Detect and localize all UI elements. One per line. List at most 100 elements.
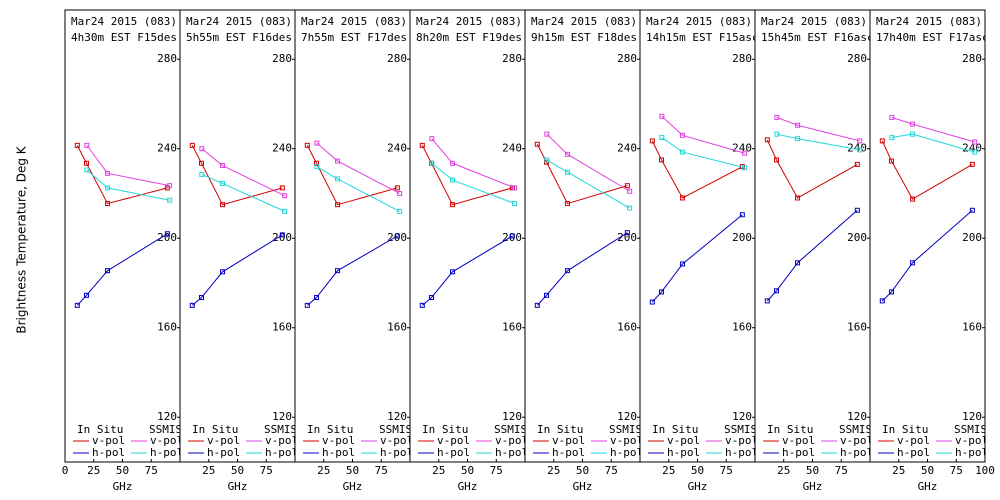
series-line xyxy=(86,145,170,187)
point-marker xyxy=(565,151,571,157)
point-marker xyxy=(889,158,895,164)
legend-label: h-pol xyxy=(725,446,758,459)
point-marker xyxy=(742,165,748,171)
legend-label: h-pol xyxy=(495,446,528,459)
point-marker xyxy=(220,269,226,275)
legend-label: h-pol xyxy=(207,446,240,459)
series-line xyxy=(891,133,975,153)
point-marker xyxy=(84,292,90,298)
legend-label: h-pol xyxy=(840,446,873,459)
y-tick-label: 240 xyxy=(272,142,292,155)
point-marker xyxy=(105,268,111,274)
point-marker xyxy=(889,135,895,141)
series-line xyxy=(191,234,283,306)
y-tick-label: 160 xyxy=(272,321,292,334)
legend-label: v-pol xyxy=(92,434,125,447)
panel-title: Mar24 2015 (083) xyxy=(416,15,522,28)
panel-title: Mar24 2015 (083) xyxy=(301,15,407,28)
legend-title: SSMIS xyxy=(839,423,872,436)
point-marker xyxy=(854,207,860,213)
point-marker xyxy=(279,232,285,238)
point-marker xyxy=(565,268,571,274)
point-marker xyxy=(910,196,916,202)
series-line xyxy=(306,145,398,206)
point-marker xyxy=(680,195,686,201)
point-marker xyxy=(84,167,90,173)
panel: Mar24 2015 (083) 9h15m EST F18des 120 160 20… xyxy=(531,15,643,459)
point-marker xyxy=(314,295,320,301)
legend-label: h-pol xyxy=(552,446,585,459)
point-marker xyxy=(220,202,226,208)
legend-label: h-pol xyxy=(322,446,355,459)
series-line xyxy=(316,142,400,194)
point-marker xyxy=(972,149,978,155)
x-tick-label: 25 xyxy=(777,464,790,477)
legend-label: h-pol xyxy=(92,446,125,459)
point-marker xyxy=(565,201,571,207)
x-tick-label: 0 xyxy=(62,464,69,477)
x-tick-label: 25 xyxy=(547,464,560,477)
x-tick-label: 75 xyxy=(720,464,733,477)
x-tick-label: 50 xyxy=(346,464,359,477)
point-marker xyxy=(512,185,518,191)
legend-label: v-pol xyxy=(322,434,355,447)
legend-title: SSMIS xyxy=(264,423,297,436)
series-line xyxy=(546,133,630,192)
legend-label: v-pol xyxy=(495,434,528,447)
panel-subtitle: 5h55m EST F16des xyxy=(186,31,292,44)
x-axis-label: GHz xyxy=(343,480,363,493)
point-marker xyxy=(282,208,288,214)
y-tick-label: 160 xyxy=(732,321,752,334)
y-tick-label: 280 xyxy=(502,52,522,65)
legend-label: h-pol xyxy=(380,446,413,459)
panel-subtitle: 9h15m EST F18des xyxy=(531,31,637,44)
legend-label: v-pol xyxy=(610,434,643,447)
point-marker xyxy=(199,171,205,177)
point-marker xyxy=(282,193,288,199)
panel-title: Mar24 2015 (083) xyxy=(71,15,177,28)
point-marker xyxy=(167,197,173,203)
y-tick-label: 240 xyxy=(962,142,982,155)
point-marker xyxy=(969,207,975,213)
point-marker xyxy=(314,164,320,170)
legend-label: v-pol xyxy=(782,434,815,447)
panel-subtitle: 15h45m EST F16asc xyxy=(761,31,874,44)
point-marker xyxy=(450,202,456,208)
point-marker xyxy=(105,170,111,176)
point-marker xyxy=(397,208,403,214)
point-marker xyxy=(795,195,801,201)
legend-label: h-pol xyxy=(265,446,298,459)
point-marker xyxy=(304,142,310,148)
legend-title: SSMIS xyxy=(724,423,757,436)
legend-title: SSMIS xyxy=(379,423,412,436)
legend-title: SSMIS xyxy=(149,423,182,436)
point-marker xyxy=(659,135,665,141)
point-marker xyxy=(739,212,745,218)
x-tick-label: 50 xyxy=(116,464,129,477)
y-tick-label: 120 xyxy=(847,410,867,423)
point-marker xyxy=(429,295,435,301)
panel-subtitle: 4h30m EST F15des xyxy=(71,31,177,44)
legend-label: v-pol xyxy=(840,434,873,447)
point-marker xyxy=(774,114,780,120)
y-tick-label: 240 xyxy=(157,142,177,155)
series-line xyxy=(776,116,860,142)
series-line xyxy=(661,115,745,154)
x-tick-label: 50 xyxy=(461,464,474,477)
point-marker xyxy=(680,261,686,267)
point-marker xyxy=(857,147,863,153)
x-tick-label: 75 xyxy=(835,464,848,477)
series-line xyxy=(306,235,398,306)
point-marker xyxy=(659,289,665,295)
legend-label: h-pol xyxy=(782,446,815,459)
legend-label: v-pol xyxy=(725,434,758,447)
point-marker xyxy=(509,233,515,239)
legend-label: h-pol xyxy=(667,446,700,459)
y-tick-label: 120 xyxy=(387,410,407,423)
point-marker xyxy=(659,113,665,119)
x-tick-label: 25 xyxy=(662,464,675,477)
legend-title: In Situ xyxy=(882,423,928,436)
point-marker xyxy=(512,201,518,207)
point-marker xyxy=(335,202,341,208)
